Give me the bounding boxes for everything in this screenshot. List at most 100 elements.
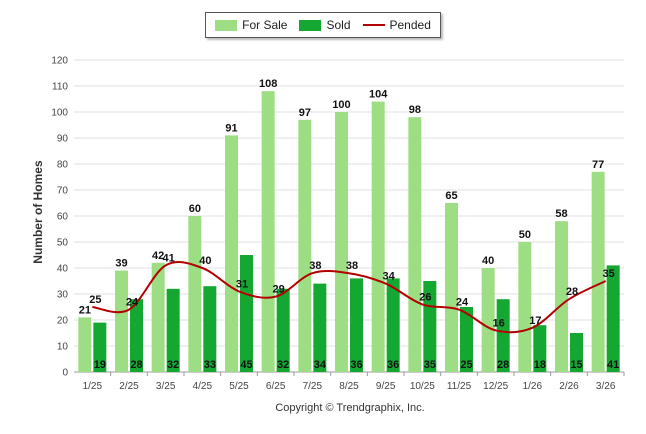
data-label-pended: 26 [419,291,431,303]
sold-swatch [299,19,322,31]
data-label-for-sale: 98 [409,104,421,116]
y-axis-title: Number of Homes [31,160,45,264]
x-tick-label: 1/26 [523,381,543,392]
x-tick-label: 1/25 [83,381,103,392]
data-label-pended: 38 [309,260,321,272]
data-label-pended: 31 [236,278,248,290]
data-label-sold: 45 [240,359,252,371]
for-sale-swatch [215,19,238,31]
pended-line-swatch [362,24,385,26]
legend-label-sold: Sold [326,18,351,32]
bar-sold [166,288,180,372]
data-label-sold: 35 [424,359,436,371]
y-tick-label: 100 [51,108,68,119]
copyright-credit: Copyright © Trendgraphix, Inc. [275,402,425,414]
legend-label-pended: Pended [389,18,431,32]
data-label-sold: 15 [570,359,582,371]
data-label-pended: 35 [603,268,615,280]
bar-for-sale [335,112,348,372]
x-tick-label: 11/25 [447,381,472,392]
data-label-for-sale: 58 [555,208,567,220]
data-label-for-sale: 77 [592,159,604,171]
x-tick-label: 6/25 [266,381,286,392]
data-label-sold: 36 [350,359,362,371]
bar-for-sale [115,270,128,372]
bar-sold [386,278,400,372]
data-label-for-sale: 97 [299,107,311,119]
y-tick-label: 0 [62,368,68,379]
x-tick-label: 10/25 [410,381,435,392]
data-label-for-sale: 60 [189,203,201,215]
x-tick-label: 2/26 [559,381,579,392]
bar-sold [350,278,363,372]
bar-for-sale [188,216,202,372]
bar-sold [203,286,217,372]
data-label-sold: 36 [387,359,399,371]
x-tick-label: 12/25 [483,381,508,392]
bar-for-sale [445,203,458,372]
data-label-for-sale: 40 [482,255,494,267]
data-label-sold: 41 [607,359,619,371]
data-label-pended: 34 [383,271,396,283]
bar-sold [240,255,253,372]
y-tick-label: 90 [57,134,69,145]
bar-for-sale [481,268,495,372]
data-label-pended: 29 [273,284,285,296]
data-label-sold: 25 [460,359,472,371]
y-tick-label: 40 [57,264,69,275]
y-tick-label: 110 [52,82,68,93]
bar-for-sale [151,262,165,372]
data-label-sold: 34 [314,359,327,371]
bar-sold [606,265,620,372]
y-tick-label: 60 [57,212,69,223]
x-tick-label: 2/25 [119,381,139,392]
x-tick-label: 9/25 [376,381,396,392]
data-label-for-sale: 104 [369,89,388,101]
x-tick-label: 8/25 [339,381,359,392]
pended-line [92,261,607,334]
y-tick-label: 10 [57,342,69,353]
data-label-pended: 17 [529,315,541,327]
data-label-sold: 32 [167,359,179,371]
data-label-for-sale: 91 [225,122,237,134]
bar-for-sale [591,171,605,372]
x-tick-label: 5/25 [229,381,249,392]
data-label-for-sale: 50 [519,229,531,241]
bar-for-sale [555,221,568,372]
legend-item-sold[interactable]: Sold [299,18,351,32]
legend: For Sale Sold Pended [205,12,441,38]
bar-sold [423,281,437,372]
bar-sold [570,333,583,372]
data-label-for-sale: 108 [259,78,277,90]
y-tick-label: 20 [57,316,69,327]
y-tick-label: 120 [51,56,68,67]
bar-for-sale [371,101,385,372]
data-label-pended: 38 [346,260,358,272]
bar-for-sale [78,317,92,372]
data-label-pended: 16 [493,317,505,329]
x-tick-label: 3/25 [156,381,176,392]
bar-sold [533,325,547,372]
bar-sold [130,299,143,372]
bar-for-sale [261,91,275,372]
data-label-for-sale: 21 [79,304,91,316]
data-label-sold: 32 [277,359,289,371]
bar-for-sale [225,135,238,372]
data-label-sold: 19 [94,359,106,371]
x-tick-label: 3/26 [596,381,616,392]
legend-item-pended[interactable]: Pended [362,18,431,32]
legend-item-for-sale[interactable]: For Sale [215,18,287,32]
x-tick-label: 7/25 [303,381,323,392]
bar-for-sale [298,119,312,372]
y-tick-label: 70 [57,186,69,197]
data-label-for-sale: 100 [332,99,350,111]
data-label-pended: 41 [163,252,175,264]
x-tick-label: 4/25 [193,381,213,392]
data-label-pended: 24 [126,297,139,309]
legend-label-for-sale: For Sale [242,18,288,32]
bar-sold [496,299,510,372]
bar-for-sale [408,117,422,372]
bar-sold [276,288,290,372]
data-label-for-sale: 42 [152,250,164,262]
